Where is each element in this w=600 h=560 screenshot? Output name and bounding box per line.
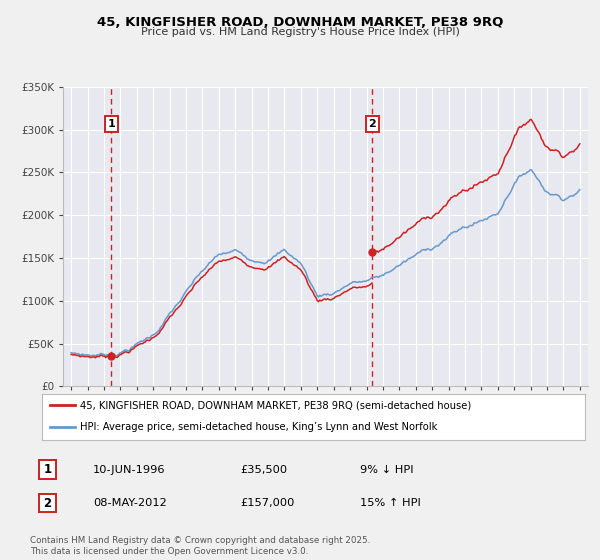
Text: £157,000: £157,000	[240, 498, 295, 508]
Text: 2: 2	[368, 119, 376, 129]
Text: Price paid vs. HM Land Registry's House Price Index (HPI): Price paid vs. HM Land Registry's House …	[140, 27, 460, 37]
Text: 45, KINGFISHER ROAD, DOWNHAM MARKET, PE38 9RQ: 45, KINGFISHER ROAD, DOWNHAM MARKET, PE3…	[97, 16, 503, 29]
Text: 2: 2	[43, 497, 52, 510]
Text: 45, KINGFISHER ROAD, DOWNHAM MARKET, PE38 9RQ (semi-detached house): 45, KINGFISHER ROAD, DOWNHAM MARKET, PE3…	[80, 400, 471, 410]
Text: 15% ↑ HPI: 15% ↑ HPI	[360, 498, 421, 508]
Text: 10-JUN-1996: 10-JUN-1996	[93, 465, 166, 475]
Text: Contains HM Land Registry data © Crown copyright and database right 2025.
This d: Contains HM Land Registry data © Crown c…	[30, 536, 370, 556]
Text: 9% ↓ HPI: 9% ↓ HPI	[360, 465, 413, 475]
Text: £35,500: £35,500	[240, 465, 287, 475]
Text: 1: 1	[43, 463, 52, 476]
Text: 1: 1	[107, 119, 115, 129]
Text: 08-MAY-2012: 08-MAY-2012	[93, 498, 167, 508]
Text: HPI: Average price, semi-detached house, King’s Lynn and West Norfolk: HPI: Average price, semi-detached house,…	[80, 422, 437, 432]
